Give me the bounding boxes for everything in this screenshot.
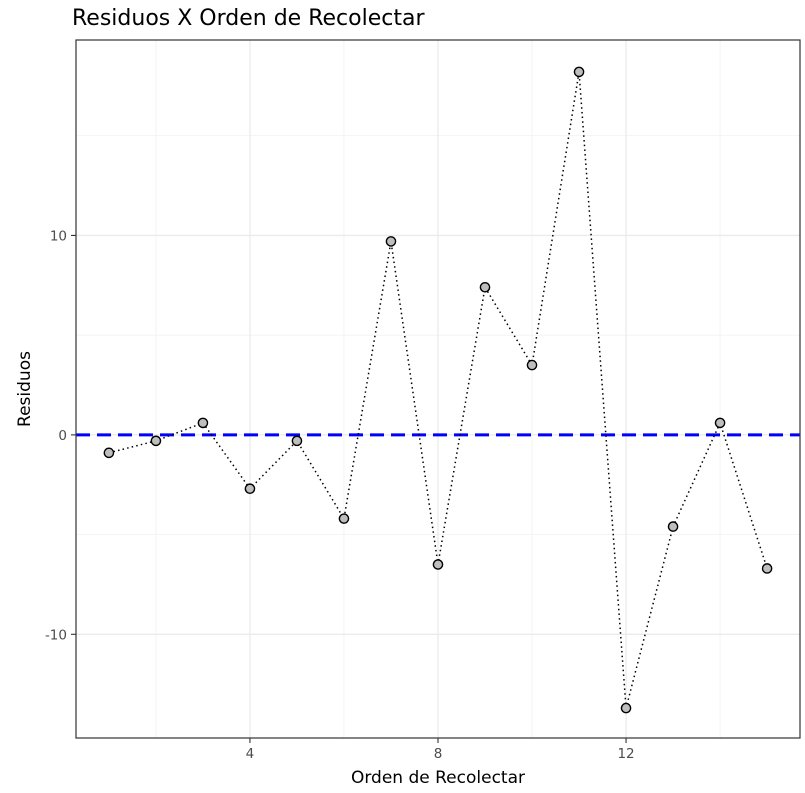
data-point (150, 435, 162, 447)
y-axis-title: Residuos (15, 351, 35, 427)
residual-points (103, 66, 773, 714)
y-tick-label: -10 (45, 627, 67, 643)
data-point (291, 435, 303, 447)
y-tick-label: 10 (50, 228, 67, 244)
data-point (620, 702, 632, 714)
data-point (479, 281, 491, 293)
y-axis-ticks: -10 0 10 (45, 228, 76, 643)
y-tick-label: 0 (58, 428, 67, 444)
data-point (338, 513, 350, 524)
data-point (432, 559, 444, 570)
data-point (244, 483, 256, 495)
data-point (197, 417, 209, 429)
x-tick-label: 8 (434, 746, 443, 762)
x-axis-title: Orden de Recolectar (351, 768, 525, 788)
data-point (385, 236, 397, 247)
x-tick-label: 4 (246, 746, 255, 762)
data-point (714, 417, 726, 429)
data-point (761, 563, 773, 574)
data-point (103, 447, 115, 459)
x-tick-label: 12 (617, 746, 634, 762)
data-point (667, 521, 679, 532)
major-gridlines (76, 40, 800, 738)
x-axis-ticks: 4 8 12 (246, 738, 635, 762)
data-point (526, 359, 538, 371)
data-point (573, 66, 585, 78)
chart-title: Residuos X Orden de Recolectar (72, 6, 425, 31)
